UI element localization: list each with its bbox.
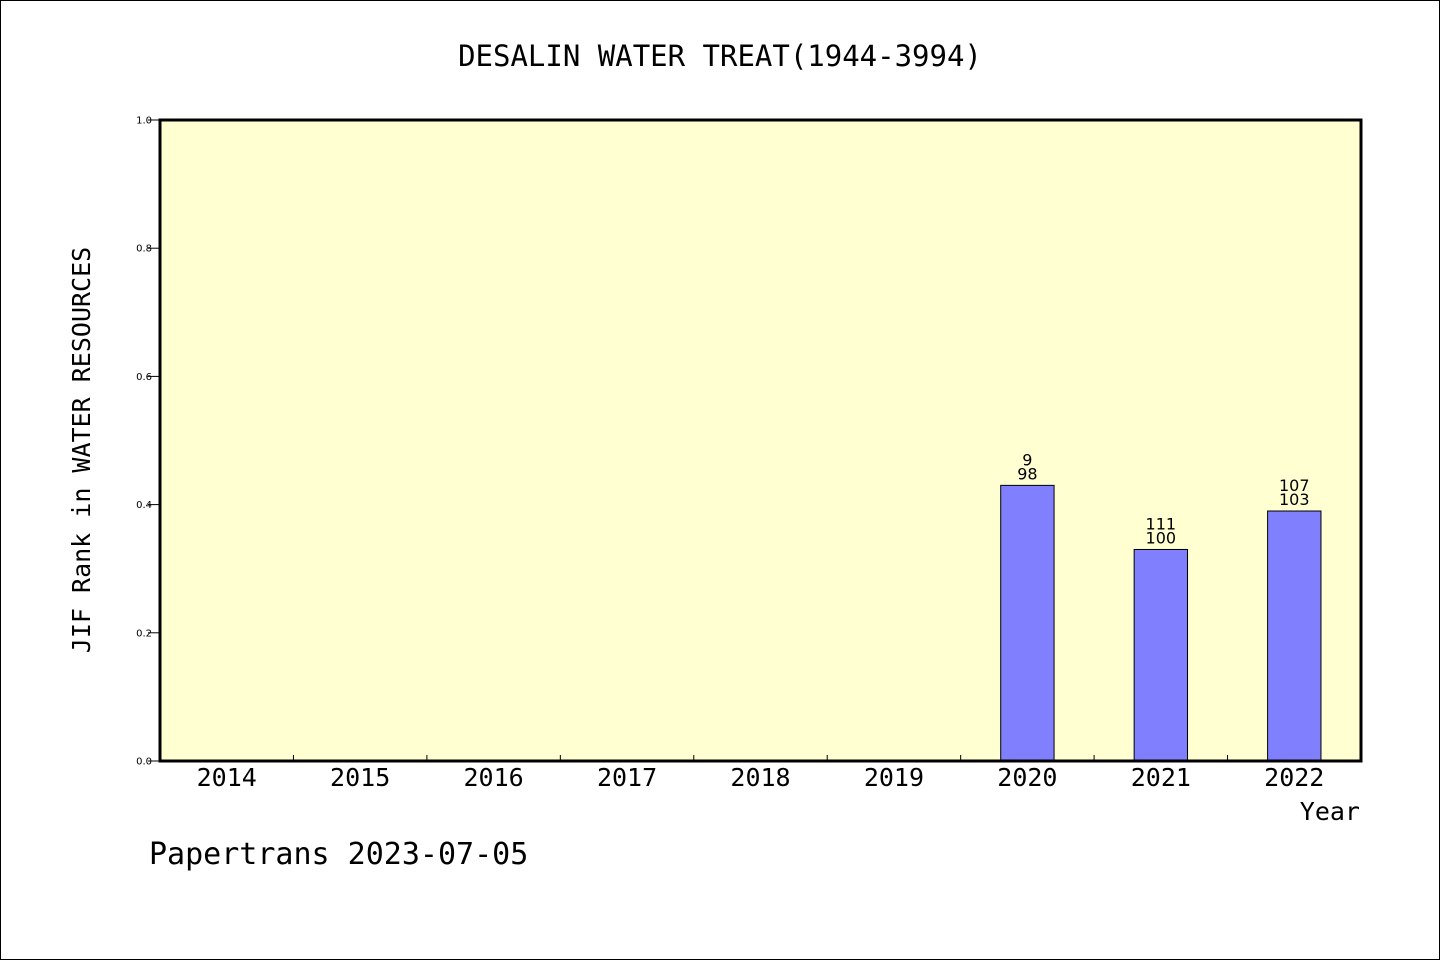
x-tick-label: 2019 bbox=[864, 763, 924, 792]
bar-2020 bbox=[1000, 484, 1055, 762]
bar-data-label: 111 bbox=[1146, 514, 1177, 533]
bar-2022 bbox=[1267, 510, 1322, 762]
y-tick-label: 0.8 bbox=[136, 244, 152, 255]
footer-text: Papertrans 2023-07-05 bbox=[149, 837, 528, 872]
x-axis-label: Year bbox=[1300, 797, 1360, 826]
y-axis-label: JIF Rank in WATER RESOURCES bbox=[67, 247, 96, 653]
y-axis: 0.0 0.2 0.4 0.6 0.8 1.0 bbox=[136, 116, 160, 768]
x-tick-label: 2022 bbox=[1264, 763, 1324, 792]
bar-data-label: 100 bbox=[1146, 528, 1177, 547]
x-axis: 2014 2015 2016 2017 2018 2019 2020 2021 2022 bbox=[197, 755, 1324, 792]
bar-data-label: 103 bbox=[1279, 490, 1310, 509]
x-tick-label: 2021 bbox=[1131, 763, 1191, 792]
bar-data-label: 9 bbox=[1022, 450, 1032, 469]
x-tick-label: 2017 bbox=[597, 763, 657, 792]
x-tick-label: 2016 bbox=[464, 763, 524, 792]
y-tick-label: 0.6 bbox=[136, 372, 152, 383]
bar-group bbox=[1000, 484, 1322, 762]
x-tick-label: 2015 bbox=[330, 763, 390, 792]
y-tick-label: 0.4 bbox=[136, 500, 152, 511]
x-tick-label: 2014 bbox=[197, 763, 257, 792]
x-tick-label: 2020 bbox=[997, 763, 1057, 792]
bar-data-label: 98 bbox=[1017, 464, 1037, 483]
y-tick-label: 0.2 bbox=[136, 628, 152, 639]
bar-2021 bbox=[1133, 548, 1189, 762]
y-tick-label: 1.0 bbox=[136, 116, 152, 127]
chart-title: DESALIN WATER TREAT(1944-3994) bbox=[458, 39, 982, 73]
plot-border bbox=[158, 118, 1363, 763]
bar-data-label: 107 bbox=[1279, 476, 1310, 495]
y-tick-label: 0.0 bbox=[136, 757, 152, 768]
x-tick-label: 2018 bbox=[730, 763, 790, 792]
